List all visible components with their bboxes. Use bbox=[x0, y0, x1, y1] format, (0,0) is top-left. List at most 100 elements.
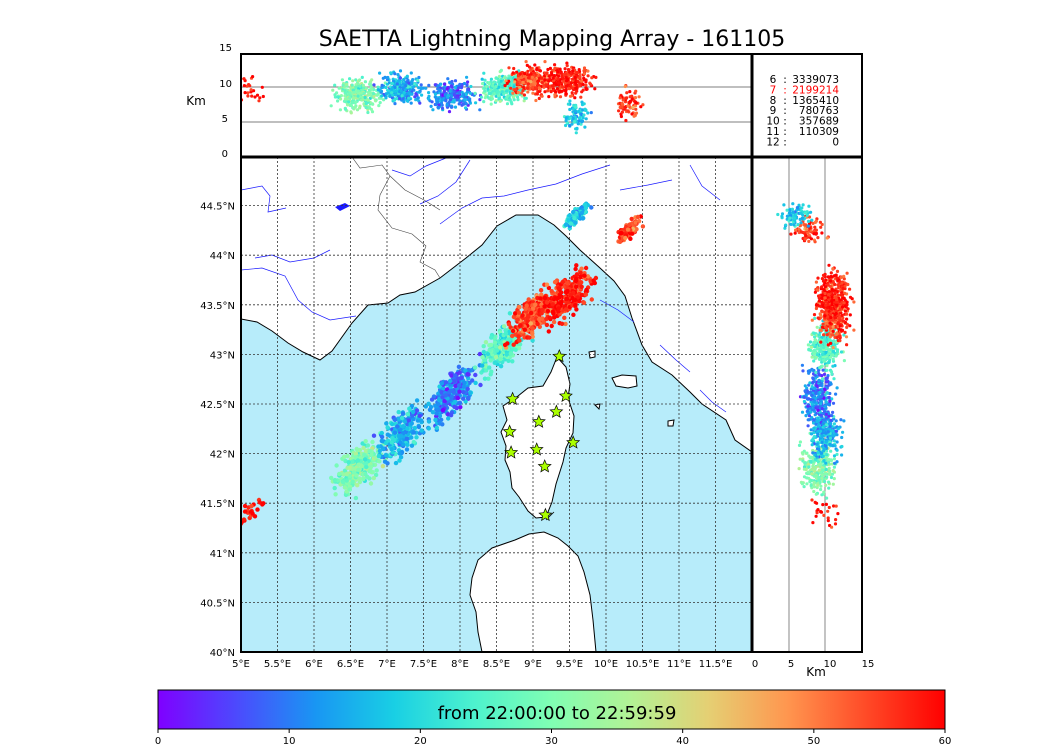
lightning-source-alt-lat bbox=[812, 485, 817, 489]
lightning-source-alt-lat bbox=[814, 396, 818, 401]
map-xtick-label: 9.5°E bbox=[556, 659, 583, 670]
lightning-source-alt-lon bbox=[388, 94, 392, 98]
lightning-source-alt-lon bbox=[574, 91, 578, 95]
lightning-source-alt-lat bbox=[814, 492, 818, 496]
lightning-source-alt-lat bbox=[831, 444, 835, 448]
lightning-source-alt-lat bbox=[816, 432, 820, 436]
lightning-source bbox=[261, 501, 266, 506]
alt-ytick: 0 bbox=[222, 149, 228, 160]
lightning-source-alt-lon bbox=[395, 96, 399, 101]
lightning-source-alt-lat bbox=[839, 328, 843, 332]
lightning-source-alt-lon bbox=[641, 103, 645, 107]
lightning-source-alt-lon bbox=[417, 90, 421, 94]
lightning-source-alt-lon bbox=[533, 81, 537, 86]
lightning-source-alt-lon bbox=[512, 98, 516, 102]
lightning-source bbox=[453, 383, 458, 389]
lightning-source-alt-lon bbox=[447, 110, 452, 114]
lightning-source-alt-lon bbox=[497, 85, 501, 89]
lightning-source-alt-lat bbox=[805, 482, 809, 486]
lightning-source-alt-lat bbox=[824, 431, 828, 435]
lightning-source-alt-lat bbox=[826, 348, 830, 352]
lightning-source bbox=[446, 416, 451, 421]
lightning-source-alt-lat bbox=[810, 472, 814, 476]
lightning-source-alt-lon bbox=[525, 63, 529, 67]
lightning-source-alt-lat bbox=[813, 467, 817, 471]
lightning-source-alt-lon bbox=[580, 120, 584, 124]
lightning-source-alt-lat bbox=[802, 449, 806, 453]
lightning-source-alt-lat bbox=[806, 418, 810, 422]
lightning-source-alt-lat bbox=[841, 319, 846, 323]
lightning-source bbox=[379, 438, 384, 444]
map-xtick-label: 6°E bbox=[305, 659, 323, 670]
lightning-source-alt-lat bbox=[807, 462, 811, 466]
lightning-source-alt-lat bbox=[848, 313, 852, 317]
lightning-source bbox=[498, 364, 504, 369]
lightning-source bbox=[385, 438, 391, 443]
lightning-source bbox=[347, 465, 353, 470]
lightning-source-alt-lat bbox=[804, 414, 808, 418]
lightning-source-alt-lat bbox=[813, 335, 817, 339]
lightning-source-alt-lat bbox=[815, 442, 819, 446]
lightning-source-alt-lon bbox=[464, 102, 468, 106]
lightning-source-alt-lat bbox=[825, 453, 829, 457]
lightning-source-alt-lon bbox=[584, 117, 588, 121]
lightning-source bbox=[443, 380, 449, 385]
lightning-source bbox=[461, 396, 466, 401]
lightning-source-alt-lon bbox=[464, 92, 468, 96]
lightning-source-alt-lat bbox=[817, 333, 821, 337]
station-star bbox=[504, 445, 519, 459]
lightning-source-alt-lon bbox=[398, 76, 402, 80]
lightning-source bbox=[458, 404, 463, 410]
lightning-source bbox=[353, 495, 359, 501]
lightning-source-alt-lat bbox=[813, 341, 818, 345]
lightning-source-alt-lat bbox=[827, 480, 831, 484]
lightning-source-alt-lon bbox=[371, 92, 376, 96]
lightning-source bbox=[354, 473, 359, 478]
lightning-source-alt-lat bbox=[822, 333, 826, 337]
lightning-source-alt-lon bbox=[339, 94, 343, 98]
lightning-source-alt-lon bbox=[522, 99, 526, 103]
lightning-source-alt-lat bbox=[817, 445, 821, 449]
lightning-source-alt-lat bbox=[810, 318, 814, 322]
station-star bbox=[558, 388, 573, 403]
lightning-source-alt-lon bbox=[522, 93, 527, 97]
lightning-source-alt-lon bbox=[552, 81, 556, 85]
lightning-source-alt-lon bbox=[402, 100, 406, 104]
lightning-source bbox=[635, 214, 641, 220]
lightning-source-alt-lon bbox=[575, 127, 579, 131]
lightning-source bbox=[486, 376, 491, 381]
lightning-source-alt-lat bbox=[845, 343, 849, 347]
lightning-source-alt-lon bbox=[372, 94, 376, 98]
lightning-source-alt-lat bbox=[797, 467, 801, 471]
lightning-source-alt-lat bbox=[831, 364, 835, 368]
lightning-source bbox=[329, 475, 334, 481]
lightning-source-alt-lon bbox=[409, 101, 413, 105]
lightning-source bbox=[516, 310, 522, 315]
lightning-source bbox=[385, 425, 390, 430]
lightning-source bbox=[399, 434, 404, 439]
lightning-source-alt-lon bbox=[348, 77, 352, 81]
lightning-source-alt-lon bbox=[376, 91, 381, 95]
lightning-source-alt-lat bbox=[834, 429, 839, 433]
lightning-source-alt-lat bbox=[817, 357, 822, 361]
lightning-source-alt-lon bbox=[468, 91, 472, 95]
lightning-source bbox=[522, 327, 527, 332]
station-id: 10 bbox=[766, 116, 779, 128]
lightning-source bbox=[449, 373, 454, 378]
lightning-source bbox=[434, 425, 439, 430]
lightning-source bbox=[593, 275, 599, 281]
lightning-source-alt-lat bbox=[815, 353, 820, 357]
lightning-source bbox=[397, 458, 402, 463]
lightning-source-alt-lat bbox=[812, 431, 816, 435]
lightning-source-alt-lon bbox=[568, 124, 572, 128]
lightning-source-alt-lon bbox=[504, 76, 508, 80]
station-counts-panel: 6:33390737:21992148:13654109:78076310:35… bbox=[751, 53, 863, 158]
lightning-source-alt-lon bbox=[572, 119, 577, 124]
lightning-source-alt-lat bbox=[842, 419, 846, 423]
lightning-source bbox=[565, 300, 570, 305]
lightning-source-alt-lat bbox=[824, 440, 828, 444]
lightning-source-alt-lon bbox=[493, 88, 497, 92]
lightning-source-alt-lon bbox=[339, 97, 343, 101]
lightning-source-alt-lon bbox=[583, 125, 587, 129]
lightning-source bbox=[564, 222, 569, 227]
